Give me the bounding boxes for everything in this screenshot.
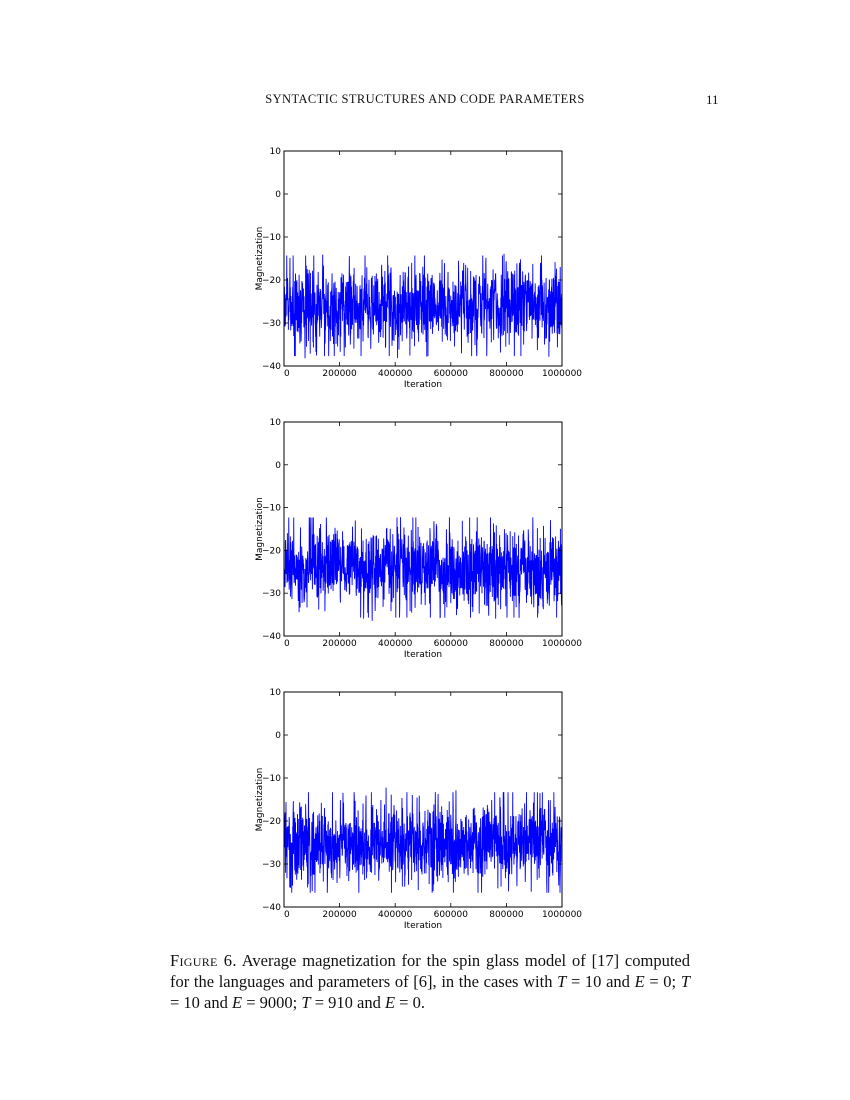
y-tick-label: 0 (275, 731, 281, 741)
caption-label: Figure 6. (170, 951, 237, 970)
caption-text-1: Average magnetization for the spin glass… (170, 951, 691, 991)
y-tick-label: −40 (262, 903, 281, 913)
y-axis-label: Magnetization (255, 768, 265, 832)
caption-eq-4: = 9000; (242, 993, 302, 1012)
caption-var-e-1: E (634, 972, 645, 991)
caption-eq-5: = 910 and (310, 993, 385, 1012)
x-tick-label: 200000 (322, 910, 357, 920)
x-tick-label: 600000 (434, 910, 469, 920)
y-tick-label: −10 (262, 774, 281, 784)
plot-frame (283, 691, 563, 908)
y-axis-label: Magnetization (255, 227, 265, 291)
x-tick-label: 800000 (489, 910, 524, 920)
caption-var-e-3: E (384, 993, 396, 1012)
y-tick-label: 0 (275, 461, 281, 471)
y-tick-label: −30 (262, 589, 281, 599)
running-head: SYNTACTIC STRUCTURES AND CODE PARAMETERS… (0, 92, 850, 112)
y-tick-label: 10 (270, 688, 282, 698)
running-title: SYNTACTIC STRUCTURES AND CODE PARAMETERS (265, 92, 585, 106)
x-tick-label: 1000000 (542, 369, 582, 379)
x-tick-label: 0 (284, 639, 290, 649)
x-tick-label: 0 (284, 369, 290, 379)
chart-panel-3: 0 200000 400000 600000 800000 1000000 10 0 −10 −2… (255, 688, 582, 931)
y-tick-label: 0 (275, 190, 281, 200)
y-tick-label: −30 (262, 860, 281, 870)
y-tick-label: −40 (262, 362, 281, 372)
figure-caption: Figure 6. Average magnetization for the … (170, 950, 690, 1013)
x-tick-label: 600000 (434, 369, 469, 379)
x-tick-label: 1000000 (542, 639, 582, 649)
y-axis-label: Magnetization (255, 497, 265, 561)
y-tick-label: −20 (262, 546, 281, 556)
y-tick-label: −20 (262, 276, 281, 286)
x-tick-label: 800000 (489, 639, 524, 649)
caption-eq-6: = 0. (395, 993, 425, 1012)
x-tick-label: 400000 (378, 639, 413, 649)
page-number: 11 (706, 92, 719, 107)
chart-panel-1: 0 200000 400000 600000 800000 1000000 10 0 −10 −2… (255, 147, 582, 390)
plot-frame (283, 421, 563, 637)
caption-eq-1: = 10 and (566, 972, 635, 991)
y-tick-label: −10 (262, 504, 281, 514)
x-tick-label: 0 (284, 910, 290, 920)
y-tick-label: −10 (262, 233, 281, 243)
x-tick-label: 400000 (378, 369, 413, 379)
caption-var-t-1: T (557, 972, 567, 991)
x-tick-label: 800000 (489, 369, 524, 379)
caption-eq-3: = 10 and (170, 993, 233, 1012)
y-tick-label: −20 (262, 817, 281, 827)
x-axis-label: Iteration (404, 650, 442, 660)
y-tick-label: −40 (262, 632, 281, 642)
plot-frame (283, 150, 563, 367)
figure-6: 0 200000 400000 600000 800000 1000000 10 0 −10 −2… (255, 147, 582, 931)
magnetization-series-line (283, 787, 563, 893)
magnetization-series-line (283, 517, 563, 621)
x-tick-label: 600000 (434, 639, 469, 649)
magnetization-series-line (283, 253, 563, 359)
x-tick-label: 200000 (322, 639, 357, 649)
caption-var-t-2: T (680, 972, 690, 991)
caption-var-t-3: T (301, 993, 311, 1012)
y-tick-label: 10 (270, 147, 282, 157)
x-axis-label: Iteration (404, 380, 442, 390)
x-tick-label: 1000000 (542, 910, 582, 920)
y-tick-label: 10 (270, 418, 282, 428)
caption-eq-2: = 0; (644, 972, 681, 991)
y-tick-label: −30 (262, 319, 281, 329)
caption-var-e-2: E (232, 993, 243, 1012)
chart-panel-2: 0 200000 400000 600000 800000 1000000 10 0 −10 −2… (255, 418, 582, 660)
x-axis-label: Iteration (404, 921, 442, 931)
x-tick-label: 200000 (322, 369, 357, 379)
x-tick-label: 400000 (378, 910, 413, 920)
